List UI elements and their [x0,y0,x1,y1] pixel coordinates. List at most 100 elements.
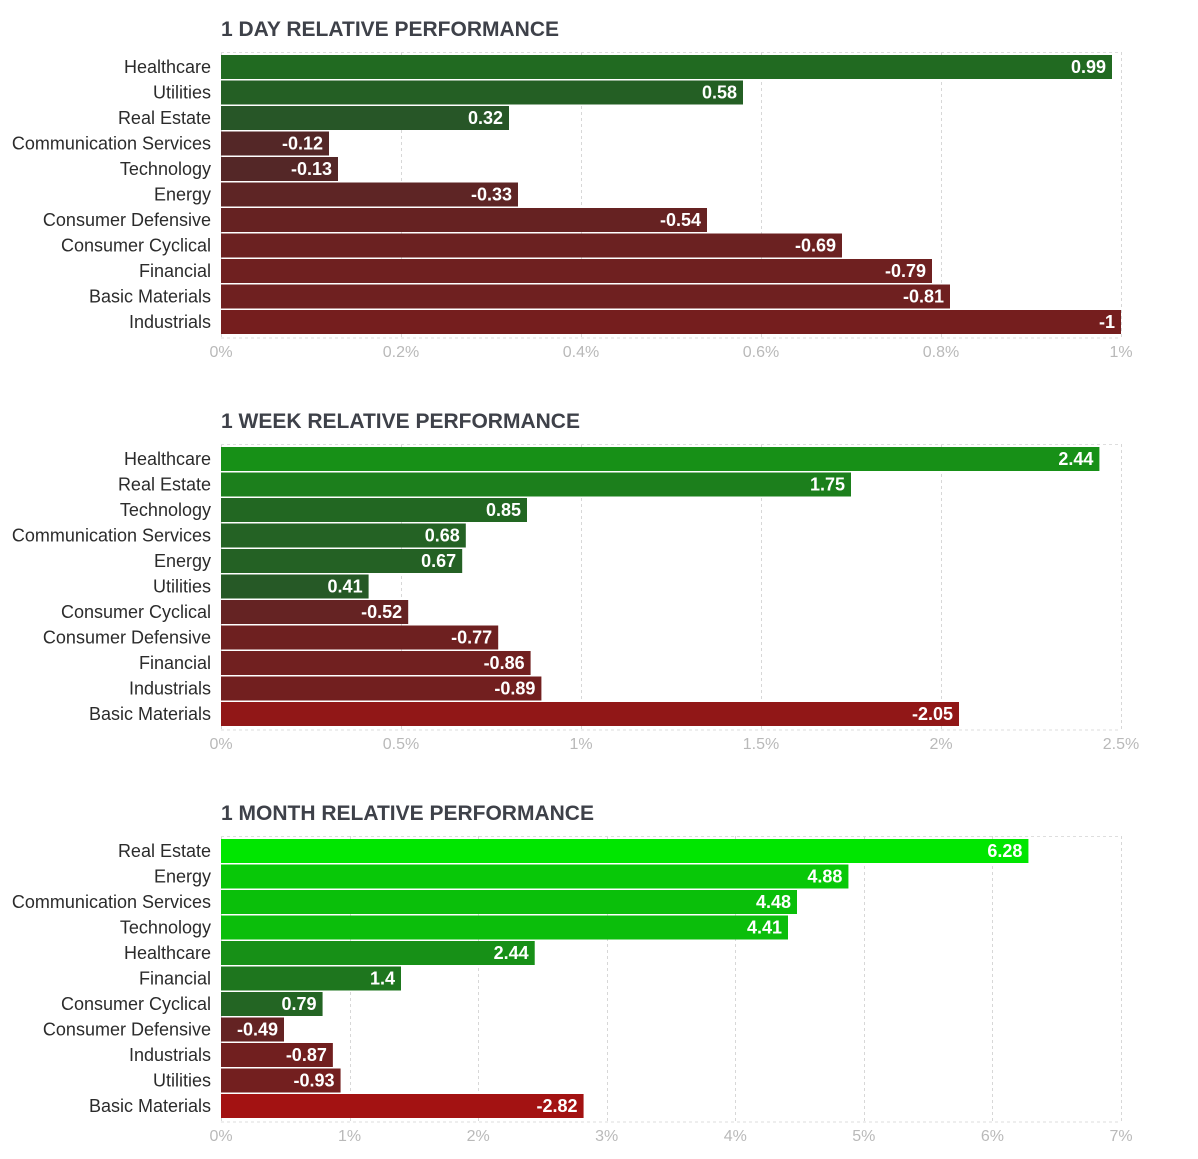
category-label: Healthcare [124,57,211,77]
value-label: 0.85 [486,500,521,520]
chart-title: 1 WEEK RELATIVE PERFORMANCE [221,410,580,433]
value-label: 1.4 [370,969,395,989]
category-label: Consumer Defensive [43,628,211,648]
x-tick-label: 0.5% [383,736,419,753]
bar-financial[interactable] [221,259,932,283]
x-tick-label: 1.5% [743,736,779,753]
category-label: Consumer Cyclical [61,602,211,622]
category-label: Communication Services [12,134,211,154]
bar-healthcare[interactable] [221,941,535,965]
bar-industrials[interactable] [221,676,542,701]
category-label: Financial [139,261,211,281]
category-label: Financial [139,653,211,673]
value-label: 2.44 [494,943,529,963]
bar-communication-services[interactable] [221,131,329,156]
bar-basic-materials[interactable] [221,702,959,726]
category-label: Energy [154,185,211,205]
bar-consumer-defensive[interactable] [221,1017,284,1042]
bar-financial[interactable] [221,966,401,991]
value-label: 6.28 [987,841,1022,861]
category-label: Energy [154,867,211,887]
value-label: 0.99 [1071,57,1106,77]
x-tick-label: 4% [724,1128,747,1145]
category-label: Consumer Defensive [43,210,211,230]
bar-communication-services[interactable] [221,890,797,914]
x-tick-label: 2% [929,736,952,753]
category-label: Industrials [129,1045,211,1065]
bar-energy[interactable] [221,549,463,573]
bar-consumer-defensive[interactable] [221,208,707,232]
category-label: Consumer Cyclical [61,236,211,256]
value-label: -0.86 [484,653,525,673]
bar-basic-materials[interactable] [221,284,950,309]
value-label: -0.54 [660,210,701,230]
category-label: Industrials [129,679,211,699]
bar-real-estate[interactable] [221,839,1029,863]
bar-financial[interactable] [221,651,531,675]
bar-basic-materials[interactable] [221,1094,584,1118]
category-label: Utilities [153,83,211,103]
value-label: -0.89 [494,679,535,699]
bar-real-estate[interactable] [221,472,851,497]
value-label: -0.33 [471,185,512,205]
bar-energy[interactable] [221,182,518,207]
value-label: -2.82 [537,1096,578,1116]
category-label: Technology [120,159,211,179]
value-label: 0.41 [328,577,363,597]
bar-industrials[interactable] [221,310,1121,334]
category-label: Industrials [129,312,211,332]
chart-title: 1 DAY RELATIVE PERFORMANCE [221,18,559,41]
x-tick-label: 0.8% [923,344,959,361]
value-label: 4.88 [807,867,842,887]
category-label: Utilities [153,1071,211,1091]
value-label: -0.69 [795,236,836,256]
chart-1-day: 1 DAY RELATIVE PERFORMANCE Healthcare 0.99… [12,18,1133,361]
x-tick-label: 1% [1109,344,1132,361]
value-label: -1 [1099,312,1115,332]
bar-utilities[interactable] [221,574,369,599]
category-label: Basic Materials [89,1096,211,1116]
value-label: -0.93 [294,1071,335,1091]
bar-technology[interactable] [221,915,788,940]
category-label: Technology [120,918,211,938]
x-tick-label: 0% [209,344,232,361]
bar-real-estate[interactable] [221,106,509,130]
category-label: Real Estate [118,475,211,495]
x-tick-label: 2% [467,1128,490,1145]
category-label: Basic Materials [89,287,211,307]
chart-1-month: 1 MONTH RELATIVE PERFORMANCE Real Estate 6… [12,802,1133,1145]
value-label: 0.79 [282,994,317,1014]
x-tick-label: 6% [981,1128,1004,1145]
bar-technology[interactable] [221,498,527,522]
bar-healthcare[interactable] [221,447,1100,471]
x-tick-label: 1% [569,736,592,753]
bar-consumer-cyclical[interactable] [221,600,409,624]
value-label: -0.87 [286,1045,327,1065]
bar-industrials[interactable] [221,1043,333,1067]
category-label: Healthcare [124,943,211,963]
bar-technology[interactable] [221,157,338,181]
x-tick-label: 0.6% [743,344,779,361]
category-label: Basic Materials [89,704,211,724]
category-label: Financial [139,969,211,989]
bar-energy[interactable] [221,864,849,889]
bar-utilities[interactable] [221,80,743,105]
value-label: -0.13 [291,159,332,179]
value-label: -0.12 [282,134,323,154]
x-tick-label: 0.4% [563,344,599,361]
chart-title: 1 MONTH RELATIVE PERFORMANCE [221,802,594,825]
x-tick-label: 1% [338,1128,361,1145]
bar-consumer-defensive[interactable] [221,625,499,650]
category-label: Communication Services [12,526,211,546]
bar-consumer-cyclical[interactable] [221,233,842,258]
x-tick-label: 2.5% [1103,736,1139,753]
bar-communication-services[interactable] [221,523,466,548]
category-label: Energy [154,551,211,571]
value-label: 2.44 [1058,449,1093,469]
x-tick-label: 0.2% [383,344,419,361]
bar-utilities[interactable] [221,1068,341,1093]
bar-healthcare[interactable] [221,55,1112,79]
x-tick-label: 3% [595,1128,618,1145]
bar-consumer-cyclical[interactable] [221,992,323,1016]
x-tick-label: 0% [209,1128,232,1145]
